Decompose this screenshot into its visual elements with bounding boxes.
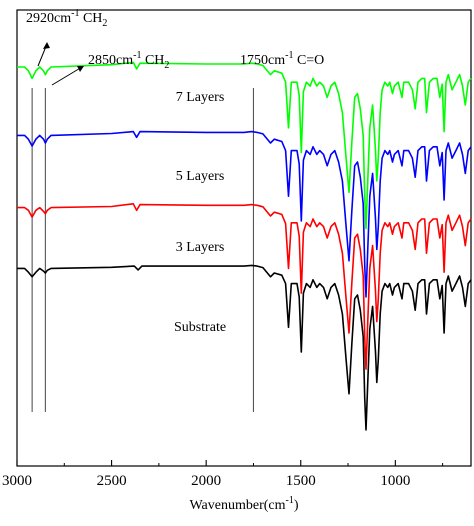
plot-frame	[16, 9, 472, 467]
annotation-2920: 2920cm-1 CH2	[26, 8, 107, 29]
series-group	[17, 61, 472, 431]
series-line-7-layers	[17, 61, 472, 230]
series-line-substrate	[17, 264, 472, 431]
series-label-substrate: Substrate	[174, 320, 226, 335]
arrowhead-2920	[43, 42, 50, 49]
x-tick-label-2000: 2000	[191, 473, 221, 489]
series-line-5-layers	[17, 130, 472, 298]
series-label-3-layers: 3 Layers	[176, 240, 225, 255]
x-tick-label-1500: 1500	[286, 473, 316, 489]
series-labels: Substrate 3 Layers 5 Layers 7 Layers	[174, 90, 226, 335]
x-tick-label-1000: 1000	[380, 473, 410, 489]
x-axis-title: Wavenumber(cm-1)	[189, 495, 298, 513]
series-label-7-layers: 7 Layers	[176, 90, 225, 105]
peak-annotations: 2920cm-1 CH2 2850cm-1 CH2 1750cm-1 C=O	[26, 8, 324, 86]
x-axis-ticks: 3000 2500 2000 1500 1000	[2, 460, 444, 489]
x-tick-label-2500: 2500	[97, 473, 127, 489]
x-tick-label-3000: 3000	[2, 473, 32, 489]
annotation-2850: 2850cm-1 CH2	[88, 50, 169, 71]
arrow-2850	[51, 66, 83, 86]
arrowhead-2850	[77, 66, 84, 72]
annotation-1750: 1750cm-1 C=O	[240, 50, 324, 68]
series-label-5-layers: 5 Layers	[176, 169, 225, 184]
series-line-3-layers	[17, 203, 472, 370]
